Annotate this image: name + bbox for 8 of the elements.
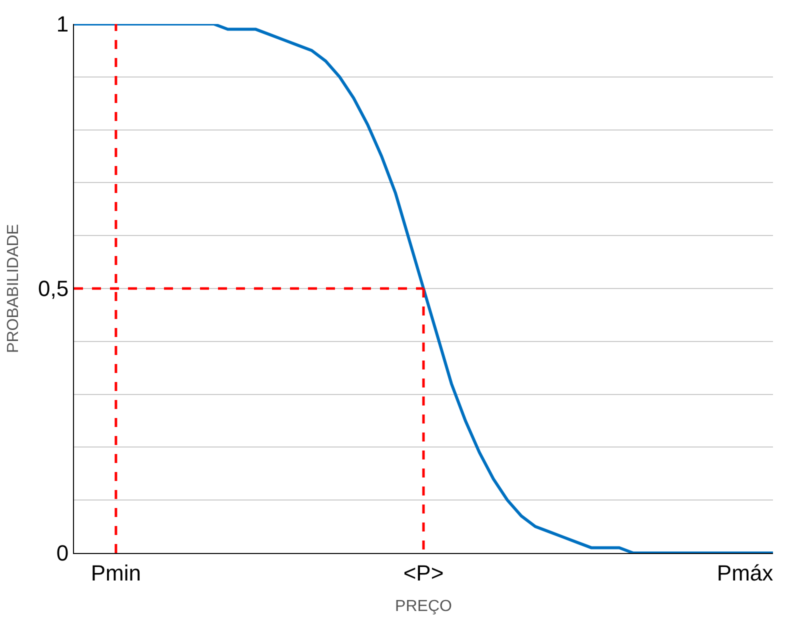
y-axis-title: PROBABILIDADE [4,224,22,353]
y-tick-label: 1 [56,12,69,37]
x-tick-label: Pmin [90,560,142,586]
x-axis-title: PREÇO [395,598,452,616]
y-tick-label: 0,5 [38,276,69,302]
x-tick-label: Pmáx [716,560,774,586]
y-tick-label: 0 [56,540,69,566]
x-tick-label: <P> [403,560,444,586]
